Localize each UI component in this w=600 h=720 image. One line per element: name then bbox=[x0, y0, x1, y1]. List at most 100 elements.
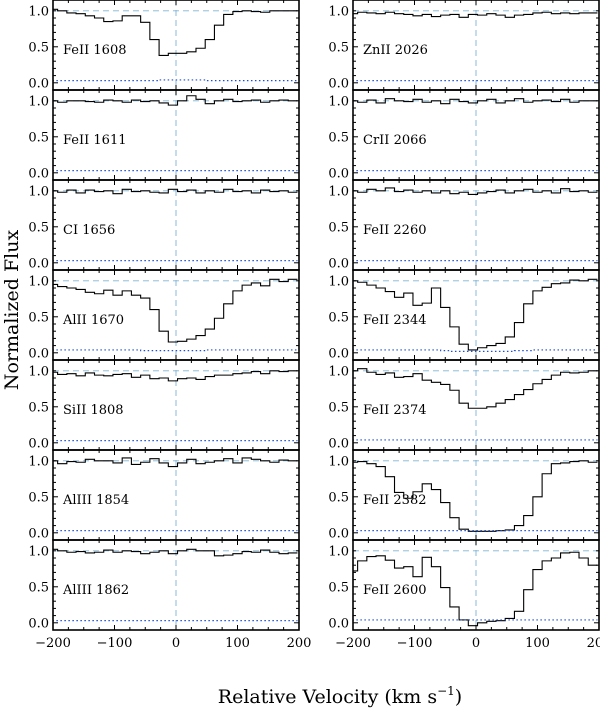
y-tick-label: 0.5 bbox=[328, 580, 349, 595]
flux-spectrum bbox=[53, 188, 298, 195]
flux-spectrum bbox=[353, 551, 598, 627]
y-tick-label: 0.5 bbox=[328, 400, 349, 415]
y-tick-label: 1.0 bbox=[28, 454, 49, 469]
y-tick-label: 0.0 bbox=[328, 166, 349, 181]
y-tick-label: 0.5 bbox=[28, 490, 49, 505]
panel-feii-2600: 0.0 0.5 1.0 FeII 2600 bbox=[328, 539, 600, 631]
panel-feii-2260: 0.0 0.5 1.0 FeII 2260 bbox=[328, 179, 600, 271]
y-tick-label: 0.5 bbox=[28, 310, 49, 325]
y-tick-label: 0.5 bbox=[328, 130, 349, 145]
flux-spectrum bbox=[53, 8, 298, 56]
y-tick-label: 1.0 bbox=[328, 94, 349, 109]
transition-label: AlIII 1854 bbox=[62, 493, 129, 508]
transition-label: FeII 1608 bbox=[63, 43, 127, 58]
flux-spectrum bbox=[53, 457, 298, 468]
panel-feii-1611: 0.0 0.5 1.0 FeII 1611 bbox=[28, 89, 300, 181]
y-tick-label: 1.0 bbox=[28, 274, 49, 289]
transition-label: AlIII 1862 bbox=[62, 583, 129, 598]
y-tick-label: 0.5 bbox=[328, 310, 349, 325]
panel-feii-2344: 0.0 0.5 1.0 FeII 2344 bbox=[328, 269, 600, 361]
panel-feii-2382: 0.0 0.5 1.0 FeII 2382 bbox=[328, 449, 600, 541]
y-tick-label: 0.0 bbox=[328, 256, 349, 271]
transition-label: SiII 1808 bbox=[63, 403, 124, 418]
error-spectrum bbox=[53, 349, 298, 352]
y-tick-label: 0.0 bbox=[28, 256, 49, 271]
x-tick-label: 200 bbox=[587, 636, 600, 651]
flux-spectrum bbox=[353, 98, 598, 105]
panel-feii-1608: 0.0 0.5 1.0 FeII 1608 bbox=[28, 0, 300, 91]
x-tick-label: 0 bbox=[172, 636, 180, 651]
y-tick-label: 0.0 bbox=[28, 166, 49, 181]
y-tick-label: 0.0 bbox=[28, 616, 49, 631]
transition-label: FeII 2382 bbox=[363, 493, 427, 508]
x-axis-title-exponent: −1 bbox=[437, 684, 455, 698]
x-tick-label: −100 bbox=[97, 636, 133, 651]
y-tick-label: 0.0 bbox=[28, 436, 49, 451]
flux-spectrum bbox=[53, 95, 298, 106]
y-tick-label: 1.0 bbox=[328, 454, 349, 469]
x-tick-label: 200 bbox=[287, 636, 312, 651]
transition-label: CI 1656 bbox=[63, 223, 115, 238]
y-tick-label: 1.0 bbox=[328, 4, 349, 19]
transition-label: FeII 2374 bbox=[363, 403, 427, 418]
y-tick-label: 0.5 bbox=[28, 580, 49, 595]
y-tick-label: 1.0 bbox=[328, 364, 349, 379]
y-tick-label: 0.0 bbox=[28, 76, 49, 91]
panel-aliii-1854: 0.0 0.5 1.0 AlIII 1854 bbox=[28, 449, 300, 541]
y-tick-label: 0.0 bbox=[328, 346, 349, 361]
x-tick-label: 0 bbox=[472, 636, 480, 651]
y-tick-label: 1.0 bbox=[28, 94, 49, 109]
transition-label: ZnII 2026 bbox=[363, 43, 428, 58]
x-axis-title-close: ) bbox=[455, 686, 462, 708]
y-tick-label: 1.0 bbox=[328, 184, 349, 199]
error-spectrum bbox=[353, 349, 598, 352]
y-tick-label: 0.0 bbox=[328, 616, 349, 631]
transition-label: AlII 1670 bbox=[62, 313, 124, 328]
error-spectrum bbox=[53, 79, 298, 82]
y-tick-label: 1.0 bbox=[28, 364, 49, 379]
flux-spectrum bbox=[53, 278, 298, 343]
y-tick-label: 0.5 bbox=[328, 40, 349, 55]
x-tick-label: −200 bbox=[335, 636, 371, 651]
y-tick-label: 0.0 bbox=[328, 76, 349, 91]
x-tick-label: −200 bbox=[35, 636, 71, 651]
y-tick-label: 0.0 bbox=[28, 346, 49, 361]
x-tick-label: 100 bbox=[525, 636, 550, 651]
flux-spectrum bbox=[53, 548, 298, 557]
y-tick-label: 1.0 bbox=[28, 4, 49, 19]
y-tick-label: 0.5 bbox=[28, 220, 49, 235]
flux-spectrum bbox=[353, 278, 598, 351]
flux-spectrum bbox=[353, 11, 598, 18]
y-tick-label: 1.0 bbox=[328, 274, 349, 289]
y-tick-label: 0.0 bbox=[28, 526, 49, 541]
y-tick-label: 1.0 bbox=[28, 544, 49, 559]
transition-label: FeII 2600 bbox=[363, 583, 427, 598]
y-tick-label: 0.0 bbox=[328, 436, 349, 451]
panel-crii-2066: 0.0 0.5 1.0 CrII 2066 bbox=[328, 89, 600, 181]
x-tick-label: −100 bbox=[397, 636, 433, 651]
panel-feii-2374: 0.0 0.5 1.0 FeII 2374 bbox=[328, 359, 600, 451]
transition-label: FeII 1611 bbox=[63, 133, 127, 148]
y-tick-label: 0.0 bbox=[328, 526, 349, 541]
y-axis-title: Normalized Flux bbox=[1, 230, 23, 391]
x-tick-labels: −200 −100 0 100 200 −200 −100 0 100 200 bbox=[35, 636, 600, 651]
x-axis-title-text: Relative Velocity (km s bbox=[218, 686, 437, 708]
transition-label: FeII 2344 bbox=[363, 313, 427, 328]
panel-siii-1808: 0.0 0.5 1.0 SiII 1808 bbox=[28, 359, 300, 451]
panel-znii-2026: 0.0 0.5 1.0 ZnII 2026 bbox=[328, 0, 600, 91]
flux-spectrum bbox=[353, 368, 598, 409]
x-axis-title: Relative Velocity (km s−1) bbox=[218, 684, 462, 708]
y-tick-label: 1.0 bbox=[328, 544, 349, 559]
transition-label: FeII 2260 bbox=[363, 223, 427, 238]
panel-alii-1670: 0.0 0.5 1.0 AlII 1670 bbox=[28, 269, 300, 361]
y-tick-label: 1.0 bbox=[28, 184, 49, 199]
flux-spectrum bbox=[353, 187, 598, 195]
x-tick-label: 100 bbox=[225, 636, 250, 651]
y-tick-label: 0.5 bbox=[328, 490, 349, 505]
flux-spectrum bbox=[53, 370, 298, 382]
transition-label: CrII 2066 bbox=[363, 133, 427, 148]
y-tick-label: 0.5 bbox=[28, 40, 49, 55]
y-tick-label: 0.5 bbox=[328, 220, 349, 235]
